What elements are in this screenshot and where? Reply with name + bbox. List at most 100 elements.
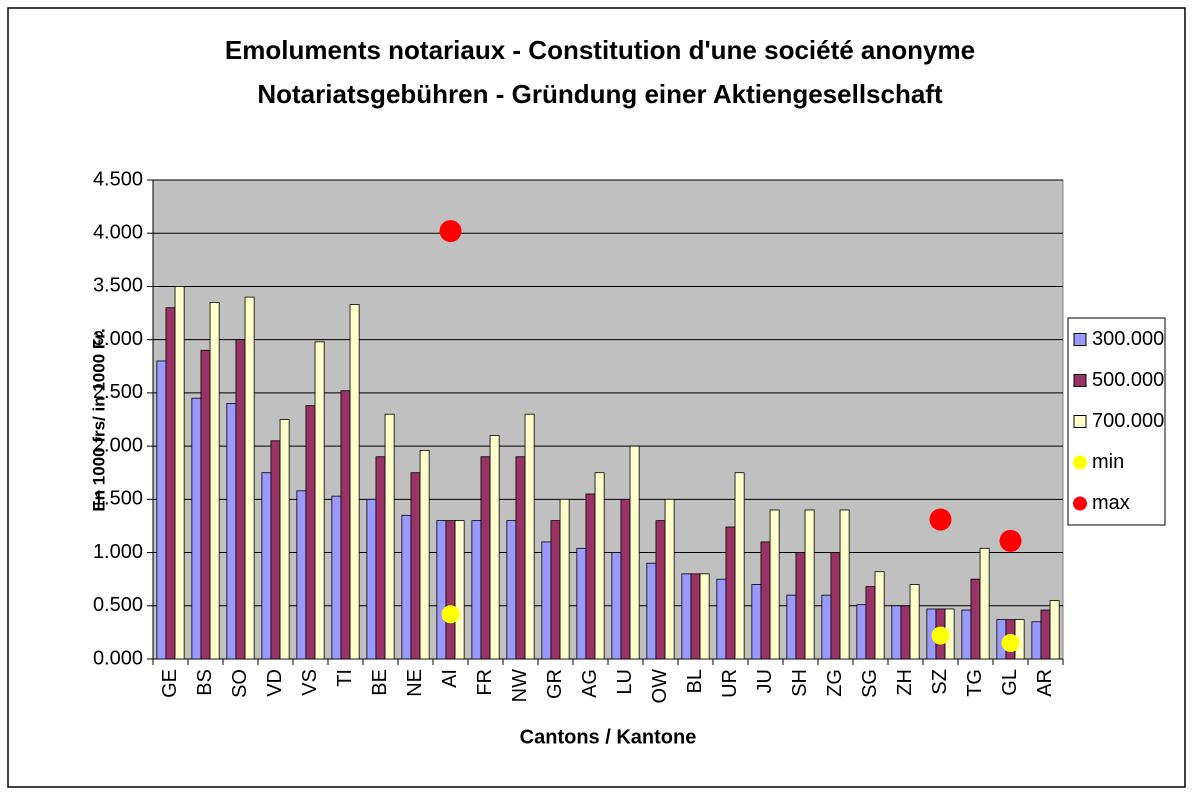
marker <box>929 508 952 531</box>
bar <box>296 490 307 660</box>
x-tick-label: SH <box>789 669 811 697</box>
marker <box>441 605 460 624</box>
bar <box>970 578 981 660</box>
bar <box>646 562 657 660</box>
legend-swatch <box>1073 415 1087 428</box>
bar <box>349 304 360 660</box>
bar <box>821 594 832 660</box>
legend-swatch <box>1073 333 1087 346</box>
y-tick-label: 3.500 <box>93 275 143 297</box>
bar <box>191 397 202 660</box>
x-tick-label: FR <box>474 669 496 696</box>
bar <box>480 456 491 660</box>
bar <box>436 520 447 660</box>
y-tick-label: 4.500 <box>93 168 143 190</box>
bar <box>1040 609 1051 660</box>
x-tick-label: TG <box>964 669 986 697</box>
legend-label: max <box>1092 492 1130 514</box>
legend-label: 300.000 <box>1092 328 1164 350</box>
bar <box>235 339 246 660</box>
bar <box>384 413 395 660</box>
y-tick-label: 4.000 <box>93 222 143 244</box>
bar <box>830 552 841 660</box>
x-tick-label: ZH <box>894 669 916 696</box>
bar <box>961 609 972 660</box>
x-tick-label: GR <box>544 669 566 699</box>
x-tick-label: BE <box>369 669 391 696</box>
y-tick-label: 1.000 <box>93 541 143 563</box>
bar <box>655 520 666 660</box>
bar <box>865 586 876 660</box>
bar <box>620 498 631 660</box>
legend-swatch <box>1073 496 1087 511</box>
bar <box>804 509 815 660</box>
bar <box>226 403 237 660</box>
bar <box>716 578 727 660</box>
x-tick-label: ZG <box>824 669 846 697</box>
x-tick-label: GE <box>159 669 181 698</box>
bar <box>611 552 622 660</box>
bar <box>471 520 482 660</box>
legend-label: min <box>1092 451 1124 473</box>
y-tick-label: 0.000 <box>93 647 143 669</box>
bar <box>200 349 211 660</box>
bar <box>874 571 885 660</box>
bar <box>734 472 745 660</box>
legend-label: 700.000 <box>1092 410 1164 432</box>
bar <box>165 307 176 660</box>
bar <box>909 584 920 660</box>
legend-swatch <box>1073 455 1087 470</box>
y-tick-label: 2.500 <box>93 381 143 403</box>
legend-swatch <box>1073 374 1087 387</box>
bar <box>489 435 500 660</box>
bar <box>270 440 281 660</box>
bar <box>366 498 377 660</box>
bar <box>891 605 902 660</box>
bar <box>244 296 255 660</box>
x-tick-label: BL <box>684 669 706 693</box>
bar <box>1049 600 1060 660</box>
bar <box>375 456 386 660</box>
marker <box>999 529 1022 552</box>
x-tick-label: LU <box>614 669 636 695</box>
marker <box>931 626 950 645</box>
bar <box>690 573 701 660</box>
x-tick-label: SZ <box>929 669 951 695</box>
bar <box>576 547 587 660</box>
x-tick-label: VD <box>264 669 286 697</box>
bar <box>305 405 316 660</box>
bar <box>515 456 526 660</box>
bar <box>331 495 342 660</box>
y-tick-label: 3.000 <box>93 328 143 350</box>
bar <box>751 584 762 660</box>
bar <box>664 498 675 660</box>
x-tick-label: VS <box>299 669 321 696</box>
bar <box>174 286 185 660</box>
x-tick-label: SG <box>859 669 881 698</box>
bar <box>900 605 911 660</box>
y-axis-label: En 1000 frs/ in 1000 Fr. <box>89 328 108 511</box>
bar <box>725 526 736 660</box>
bar <box>506 520 517 660</box>
bar <box>419 449 430 660</box>
bar <box>795 552 806 660</box>
bar <box>541 541 552 660</box>
x-tick-label: AR <box>1034 669 1056 697</box>
x-tick-label: OW <box>649 669 671 704</box>
bar <box>454 520 465 660</box>
x-tick-label: AI <box>439 669 461 688</box>
bar <box>856 604 867 660</box>
bar <box>681 573 692 660</box>
bar <box>629 445 640 660</box>
bar <box>760 541 771 660</box>
bar <box>979 547 990 660</box>
legend-label: 500.000 <box>1092 369 1164 391</box>
bar <box>699 573 710 660</box>
bar <box>594 472 605 660</box>
bar <box>410 472 421 660</box>
x-tick-label: JU <box>754 669 776 693</box>
bar <box>279 419 290 660</box>
x-tick-label: BS <box>194 669 216 696</box>
bar <box>559 498 570 660</box>
